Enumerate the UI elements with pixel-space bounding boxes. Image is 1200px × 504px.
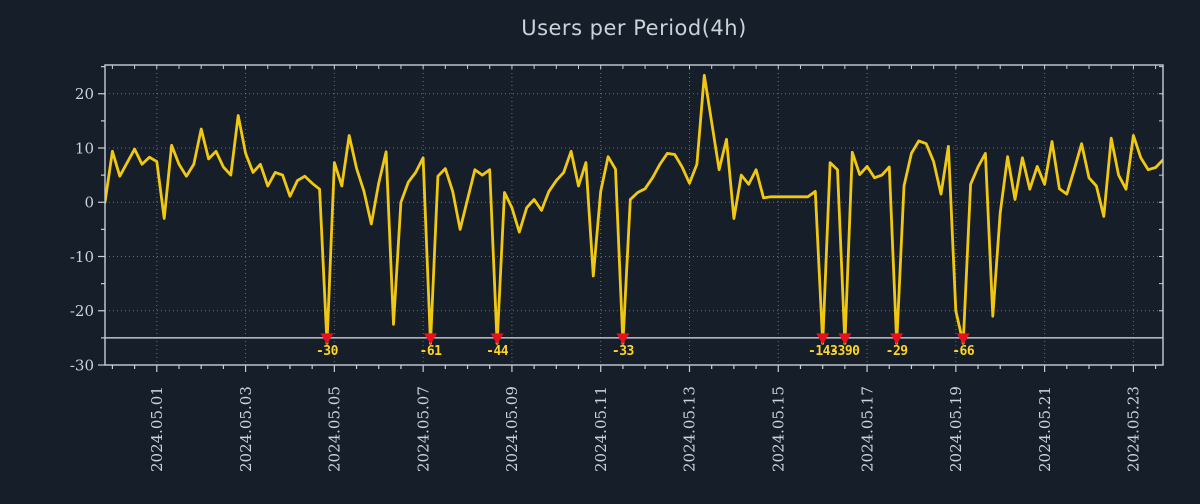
event-marker-value: -61	[420, 344, 443, 359]
x-tick-label: 2024.05.11	[592, 386, 610, 472]
x-tick-label: 2024.05.15	[770, 386, 788, 472]
event-marker-triangle-icon	[838, 333, 852, 345]
event-marker-triangle-icon	[490, 333, 504, 345]
x-tick-label: 2024.05.09	[503, 386, 521, 472]
y-tick-label: -20	[70, 302, 94, 320]
event-marker-triangle-icon	[890, 333, 904, 345]
y-tick-label: 20	[75, 85, 94, 103]
event-marker-triangle-icon	[616, 333, 630, 345]
event-marker-value: -44	[486, 344, 509, 359]
y-tick-label: -10	[70, 248, 94, 266]
event-marker-value: -30	[316, 344, 339, 359]
event-marker-triangle-icon	[320, 333, 334, 345]
x-tick-label: 2024.05.01	[148, 386, 166, 472]
event-marker-value: -66	[952, 344, 975, 359]
event-marker-triangle-icon	[816, 333, 830, 345]
x-tick-label: 2024.05.03	[237, 386, 255, 472]
plot-border	[104, 64, 1164, 366]
y-tick-label: 0	[84, 194, 94, 212]
x-tick-label: 2024.05.19	[947, 386, 965, 472]
event-marker-value: -390	[830, 344, 860, 359]
x-tick-label: 2024.05.23	[1125, 386, 1143, 472]
x-tick-label: 2024.05.13	[681, 386, 699, 472]
y-tick-label: -30	[70, 356, 94, 374]
x-tick-label: 2024.05.05	[326, 386, 344, 472]
event-marker-value: -33	[612, 344, 634, 359]
x-tick-label: 2024.05.07	[414, 386, 432, 472]
event-marker-triangle-icon	[956, 333, 970, 345]
x-tick-label: 2024.05.21	[1036, 386, 1054, 472]
event-marker-value: -29	[886, 344, 908, 359]
x-tick-label: 2024.05.17	[858, 386, 876, 472]
y-tick-label: 10	[75, 139, 94, 157]
event-marker-triangle-icon	[424, 333, 438, 345]
chart-title: Users per Period(4h)	[521, 16, 747, 40]
event-marker-value: -143	[808, 344, 837, 359]
line-series-users	[105, 73, 1163, 345]
